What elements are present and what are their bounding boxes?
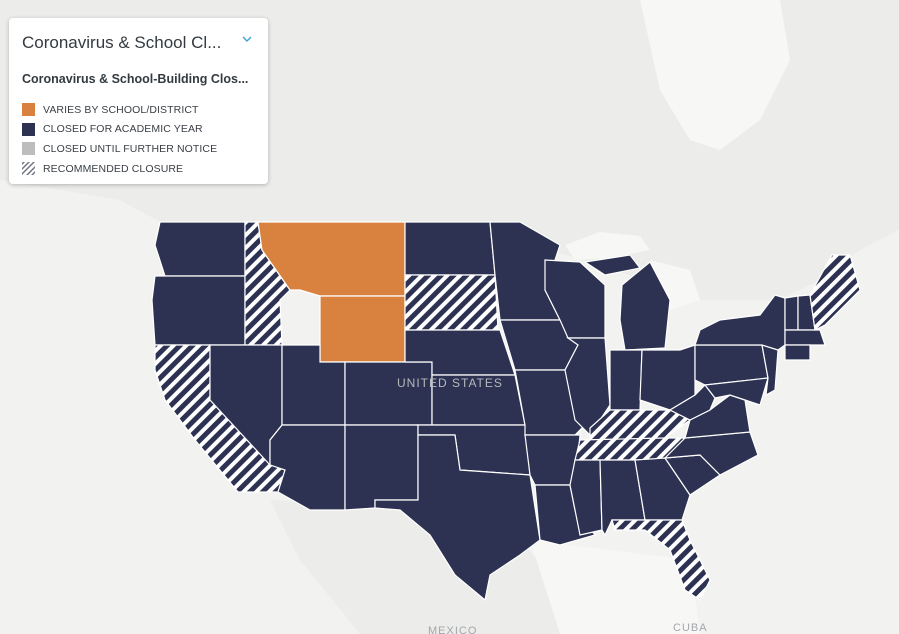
- gulf-of-mexico: [530, 540, 700, 634]
- legend-panel: Coronavirus & School Cl... Coronavirus &…: [9, 18, 268, 184]
- swatch-hatched: [22, 162, 35, 176]
- state-connecticut[interactable]: [784, 344, 811, 361]
- state-wyoming[interactable]: [319, 295, 406, 363]
- legend-item: RECOMMENDED CLOSURE: [22, 159, 217, 179]
- legend-list: VARIES BY SCHOOL/DISTRICT CLOSED FOR ACA…: [22, 100, 217, 178]
- legend-item: VARIES BY SCHOOL/DISTRICT: [22, 100, 217, 120]
- legend-item-label: CLOSED FOR ACADEMIC YEAR: [43, 123, 203, 136]
- label-cuba: CUBA: [673, 622, 708, 634]
- label-mexico: MEXICO: [428, 625, 477, 634]
- state-illinois[interactable]: [564, 337, 611, 436]
- state-texas[interactable]: [374, 434, 541, 602]
- swatch-orange: [22, 103, 35, 117]
- state-michigan[interactable]: [583, 254, 671, 351]
- great-lake-superior: [565, 232, 650, 260]
- label-united-states: UNITED STATES: [397, 376, 503, 390]
- swatch-navy: [22, 122, 35, 136]
- legend-item: CLOSED UNTIL FURTHER NOTICE: [22, 139, 217, 159]
- state-north-dakota[interactable]: [404, 221, 496, 276]
- legend-item-label: CLOSED UNTIL FURTHER NOTICE: [43, 142, 218, 155]
- state-indiana[interactable]: [609, 349, 643, 411]
- legend-subtitle: Coronavirus & School-Building Clos...: [22, 72, 249, 86]
- legend-item-label: VARIES BY SCHOOL/DISTRICT: [43, 103, 199, 116]
- legend-item: CLOSED FOR ACADEMIC YEAR: [22, 120, 217, 140]
- state-new-mexico[interactable]: [344, 424, 419, 511]
- state-massachusetts[interactable]: [784, 329, 826, 346]
- state-florida[interactable]: [611, 519, 711, 601]
- state-georgia[interactable]: [634, 457, 691, 521]
- state-vermont[interactable]: [784, 295, 799, 331]
- state-colorado[interactable]: [344, 361, 433, 426]
- state-south-dakota[interactable]: [404, 274, 499, 331]
- hudson-bay: [640, 0, 790, 150]
- swatch-gray: [22, 142, 35, 156]
- state-oregon[interactable]: [151, 275, 246, 346]
- legend-title: Coronavirus & School Cl...: [22, 33, 222, 52]
- legend-header[interactable]: Coronavirus & School Cl...: [9, 18, 268, 68]
- legend-item-label: RECOMMENDED CLOSURE: [43, 162, 184, 175]
- state-maine[interactable]: [809, 254, 861, 331]
- state-washington[interactable]: [154, 221, 246, 277]
- chevron-down-icon[interactable]: [241, 34, 253, 44]
